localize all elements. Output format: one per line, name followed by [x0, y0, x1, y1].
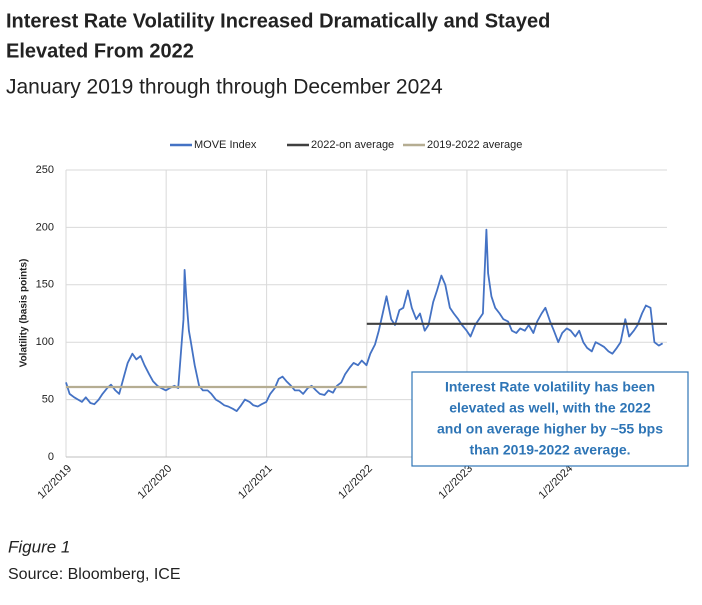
annotation-text: and on average higher by ~55 bps [437, 421, 663, 437]
x-tick-label: 1/2/2023 [436, 463, 475, 502]
legend-label: 2019-2022 average [427, 139, 522, 151]
annotation-box [411, 371, 689, 467]
series-line [65, 228, 664, 412]
chart-subtitle: January 2019 through through December 20… [6, 76, 443, 99]
y-tick-label: 150 [36, 279, 54, 291]
annotation-text: Interest Rate volatility has been [445, 379, 655, 395]
source: Source: Bloomberg, ICE [8, 566, 181, 583]
annotation-text: elevated as well, with the 2022 [449, 400, 651, 416]
chart-title: Interest Rate Volatility Increased Drama… [6, 10, 550, 32]
annotation-text: than 2019-2022 average. [469, 442, 630, 458]
x-tick-label: 1/2/2024 [537, 463, 576, 502]
x-tick-label: 1/2/2022 [336, 463, 375, 502]
y-tick-label: 250 [36, 164, 54, 176]
caption: Figure 1 [8, 537, 70, 556]
x-tick-label: 1/2/2019 [35, 463, 74, 502]
y-tick-label: 50 [42, 394, 54, 406]
x-tick-label: 1/2/2021 [236, 463, 275, 502]
y-tick-label: 200 [36, 221, 54, 233]
y-axis-label: Volatility (basis points) [19, 259, 30, 368]
y-tick-label: 0 [48, 451, 54, 463]
y-tick-label: 100 [36, 336, 54, 348]
x-tick-label: 1/2/2020 [136, 463, 175, 502]
legend-label: 2022-on average [311, 139, 394, 151]
legend-label: MOVE Index [194, 139, 257, 151]
chart-title: Elevated From 2022 [6, 40, 194, 62]
